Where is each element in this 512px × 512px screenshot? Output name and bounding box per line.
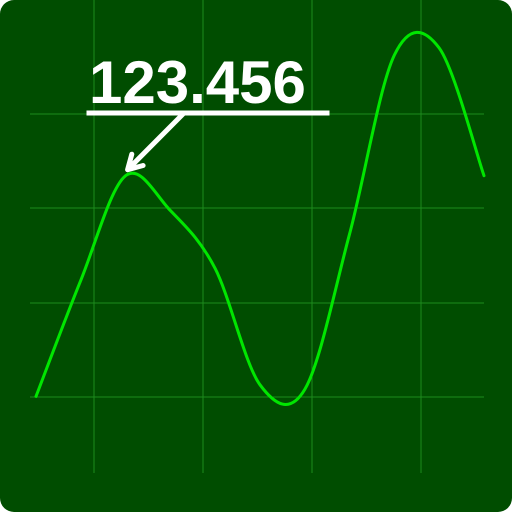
- series-line: [34, 30, 486, 406]
- annotation-value-label: 123.456: [89, 49, 306, 116]
- value-annotation: 123.456: [86, 49, 330, 173]
- annotation-arrow: [125, 111, 186, 173]
